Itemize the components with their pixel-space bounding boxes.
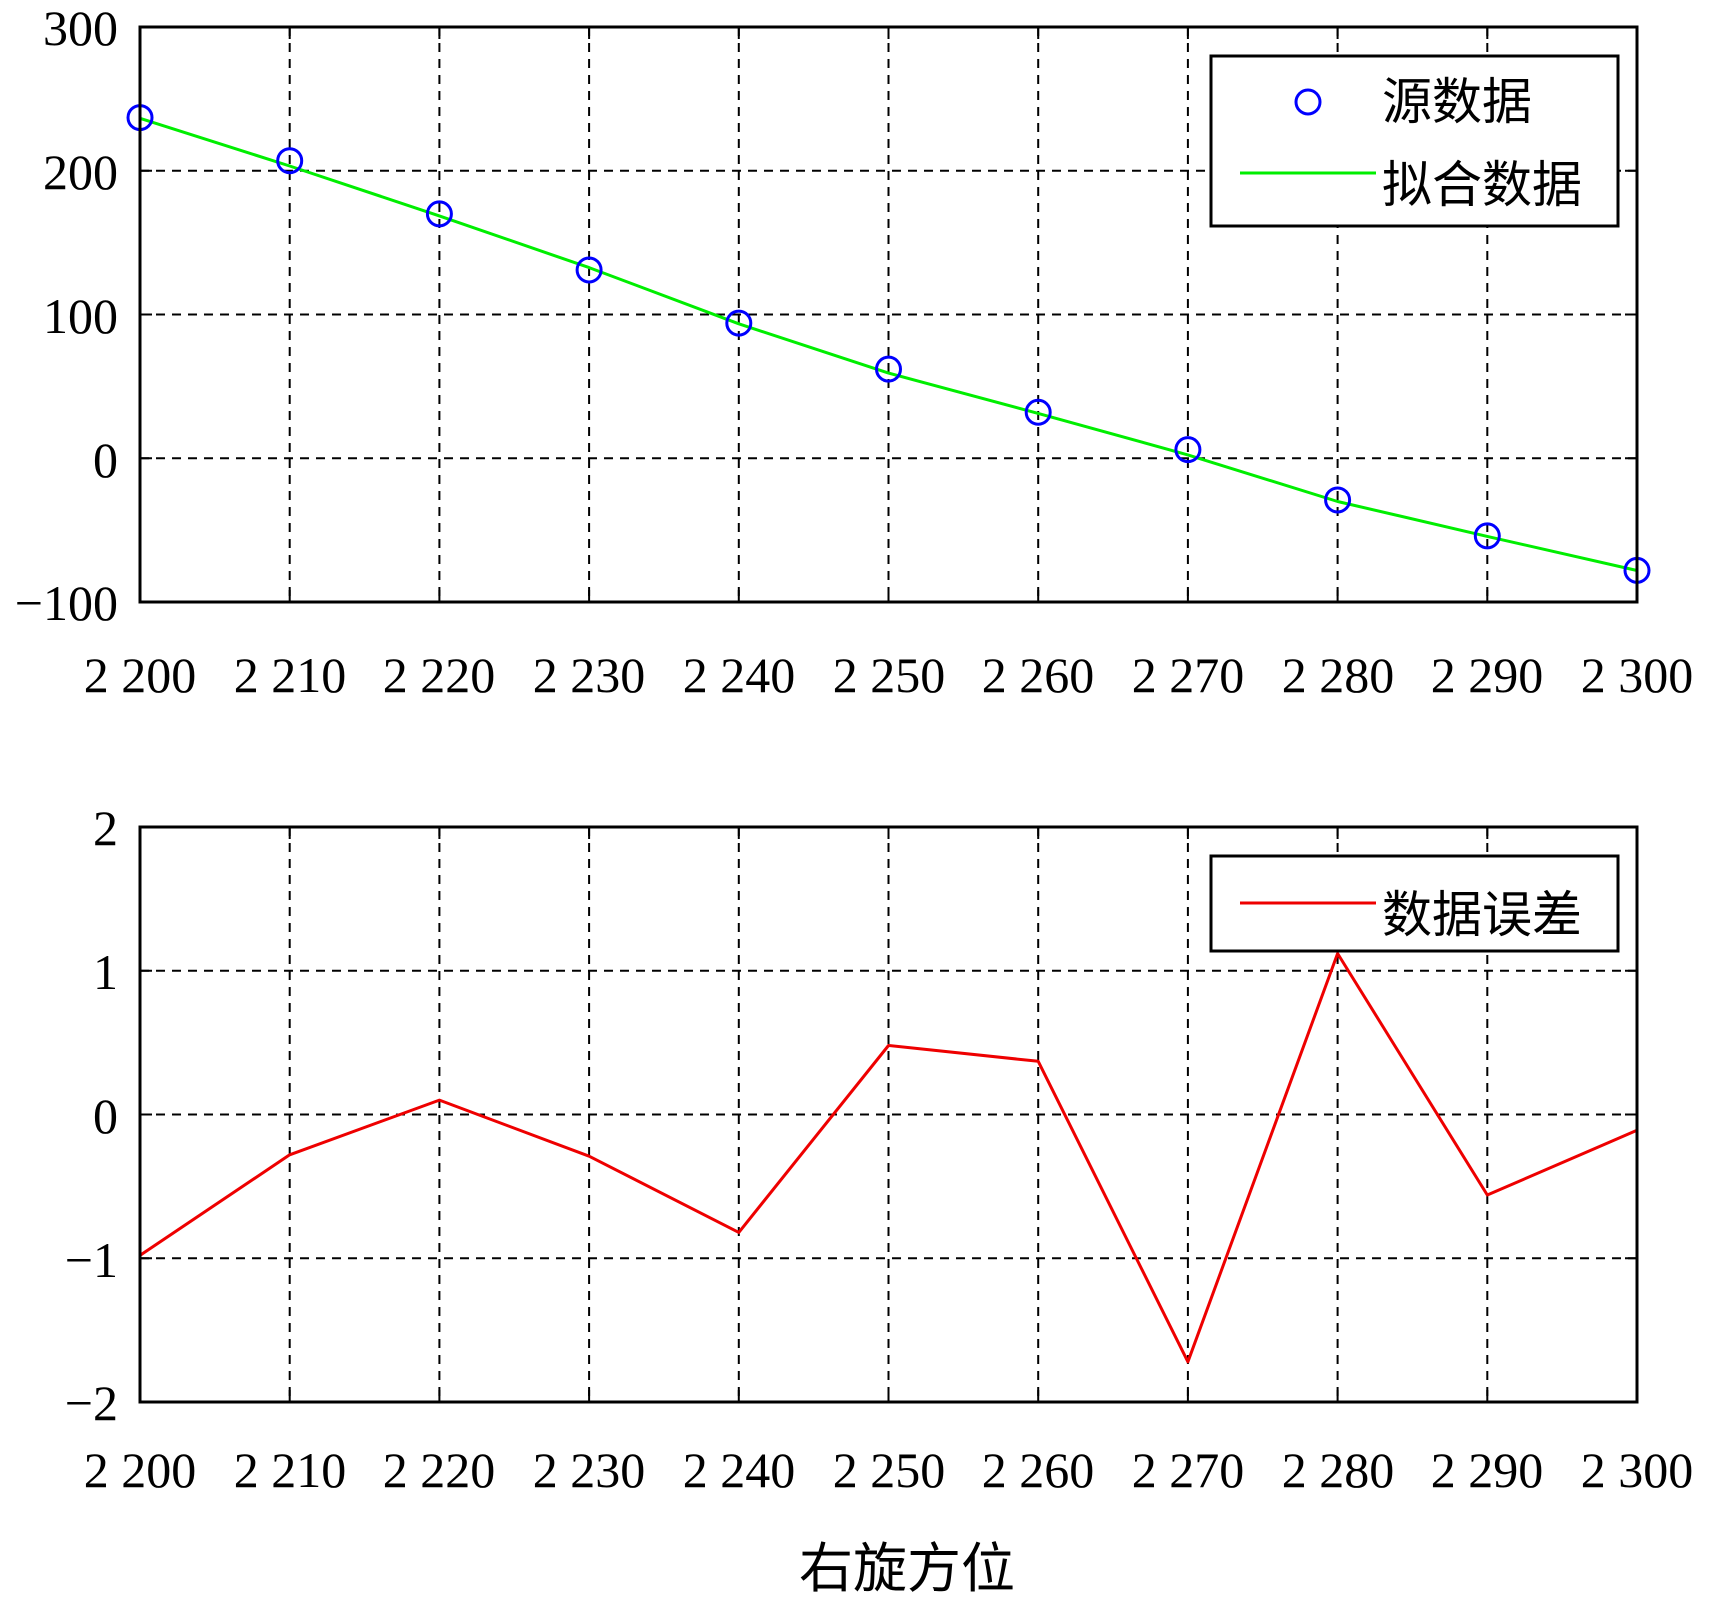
bottom-y-tick-labels: 2 1 0 −1 −2 xyxy=(65,800,118,1431)
top-chart-panel: 300 200 100 0 −100 2 200 2 210 2 220 2 2… xyxy=(15,0,1693,703)
x-tick-label: 2 300 xyxy=(1581,1442,1694,1498)
x-tick-label: 2 270 xyxy=(1132,647,1245,703)
x-tick-label: 2 200 xyxy=(84,1442,197,1498)
x-tick-label: 2 280 xyxy=(1282,1442,1395,1498)
x-tick-label: 2 260 xyxy=(982,647,1095,703)
series-line xyxy=(139,952,1638,1364)
y-tick-label: −2 xyxy=(65,1375,118,1431)
top-legend-box xyxy=(1209,54,1620,228)
x-tick-label: 2 230 xyxy=(533,1442,646,1498)
data-point-marker xyxy=(1473,522,1501,550)
data-point-marker xyxy=(1174,436,1202,464)
data-point-marker xyxy=(1024,398,1052,426)
bottom-chart-panel: 2 1 0 −1 −2 2 200 2 210 2 220 2 230 2 24… xyxy=(65,800,1693,1600)
y-tick-label: −1 xyxy=(65,1232,118,1288)
data-point-marker xyxy=(276,147,304,175)
x-tick-label: 2 300 xyxy=(1581,647,1694,703)
legend-label-error: 数据误差 xyxy=(1382,886,1582,944)
y-tick-label: 2 xyxy=(93,800,118,856)
data-point-marker xyxy=(575,256,603,284)
top-y-tick-labels: 300 200 100 0 −100 xyxy=(15,0,118,631)
legend-label-fit: 拟合数据 xyxy=(1382,156,1582,214)
x-tick-label: 2 240 xyxy=(683,1442,796,1498)
top-tick-marks xyxy=(139,26,1638,603)
x-tick-label: 2 290 xyxy=(1431,1442,1544,1498)
bottom-x-tick-labels: 2 200 2 210 2 220 2 230 2 240 2 250 2 26… xyxy=(84,1442,1694,1498)
y-tick-label: 0 xyxy=(93,432,118,488)
data-point-marker xyxy=(875,355,902,383)
y-tick-label: 1 xyxy=(93,944,118,1000)
bottom-legend: 数据误差 xyxy=(1209,854,1620,953)
x-tick-label: 2 210 xyxy=(234,1442,347,1498)
bottom-tick-marks xyxy=(139,826,1638,1403)
y-tick-label: 100 xyxy=(43,288,118,344)
x-tick-label: 2 290 xyxy=(1431,647,1544,703)
x-tick-label: 2 200 xyxy=(84,647,197,703)
data-point-marker xyxy=(425,200,453,228)
legend-label-source: 源数据 xyxy=(1382,73,1532,131)
x-tick-label: 2 220 xyxy=(383,1442,496,1498)
x-tick-label: 2 240 xyxy=(683,647,796,703)
data-point-marker xyxy=(725,309,753,337)
x-tick-label: 2 250 xyxy=(833,647,946,703)
y-tick-label: −100 xyxy=(15,575,118,631)
legend-marker-source xyxy=(1294,88,1322,116)
x-tick-label: 2 260 xyxy=(982,1442,1095,1498)
x-tick-label: 2 250 xyxy=(833,1442,946,1498)
bottom-series-layer xyxy=(139,952,1638,1364)
y-tick-label: 200 xyxy=(43,144,118,200)
y-tick-label: 300 xyxy=(43,0,118,56)
y-tick-label: 0 xyxy=(93,1088,118,1144)
series-line xyxy=(139,116,1638,572)
x-tick-label: 2 270 xyxy=(1132,1442,1245,1498)
x-tick-label: 2 280 xyxy=(1282,647,1395,703)
x-tick-label: 2 230 xyxy=(533,647,646,703)
x-axis-label: 右旋方位 xyxy=(799,1537,1015,1600)
x-tick-label: 2 220 xyxy=(383,647,496,703)
x-tick-label: 2 210 xyxy=(234,647,347,703)
data-point-marker xyxy=(1324,486,1352,514)
top-x-tick-labels: 2 200 2 210 2 220 2 230 2 240 2 250 2 26… xyxy=(84,647,1694,703)
top-legend: 源数据 拟合数据 xyxy=(1209,54,1620,228)
